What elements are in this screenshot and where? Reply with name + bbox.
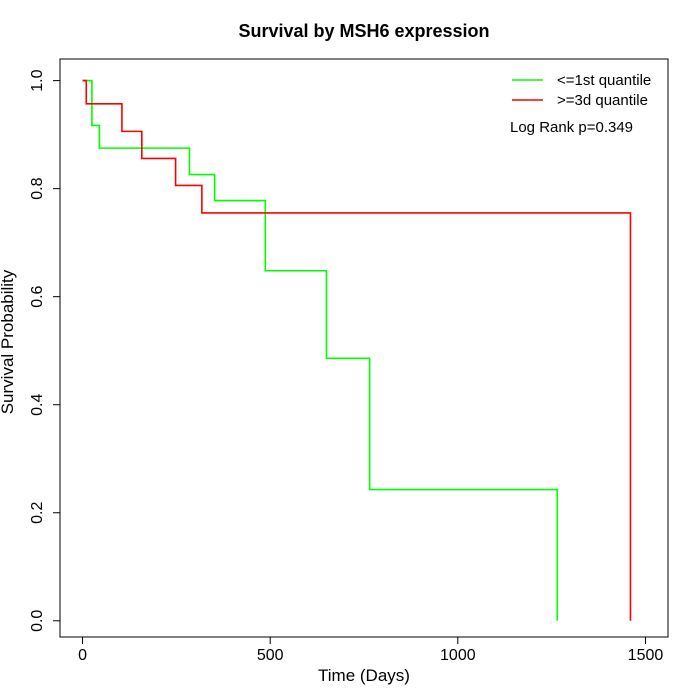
legend-label-1: <=1st quantile bbox=[557, 72, 651, 89]
x-tick-label: 0 bbox=[78, 647, 87, 664]
y-tick-label: 0.0 bbox=[29, 610, 46, 632]
x-axis: 0 500 1000 1500 bbox=[78, 636, 664, 664]
chart-title: Survival by MSH6 expression bbox=[238, 21, 489, 41]
x-tick-label: 1000 bbox=[440, 647, 476, 664]
plot-frame bbox=[59, 58, 669, 638]
y-axis: 0.0 0.2 0.4 0.6 0.8 1.0 bbox=[29, 69, 61, 632]
y-axis-label: Survival Probability bbox=[0, 269, 17, 414]
survival-curve-1 bbox=[82, 79, 559, 621]
legend: <=1st quantile >=3d quantile bbox=[512, 72, 651, 109]
log-rank-annotation: Log Rank p=0.349 bbox=[510, 119, 633, 136]
x-tick-label: 500 bbox=[257, 647, 284, 664]
legend-label-2: >=3d quantile bbox=[557, 92, 648, 109]
x-axis-label: Time (Days) bbox=[318, 666, 410, 685]
survival-curve-2 bbox=[82, 79, 632, 621]
x-tick-label: 1500 bbox=[628, 647, 664, 664]
y-tick-label: 0.4 bbox=[29, 394, 46, 416]
y-tick-label: 0.6 bbox=[29, 285, 46, 307]
y-tick-label: 1.0 bbox=[29, 69, 46, 91]
y-tick-label: 0.8 bbox=[29, 177, 46, 199]
y-tick-label: 0.2 bbox=[29, 502, 46, 524]
survival-curves bbox=[82, 79, 632, 621]
